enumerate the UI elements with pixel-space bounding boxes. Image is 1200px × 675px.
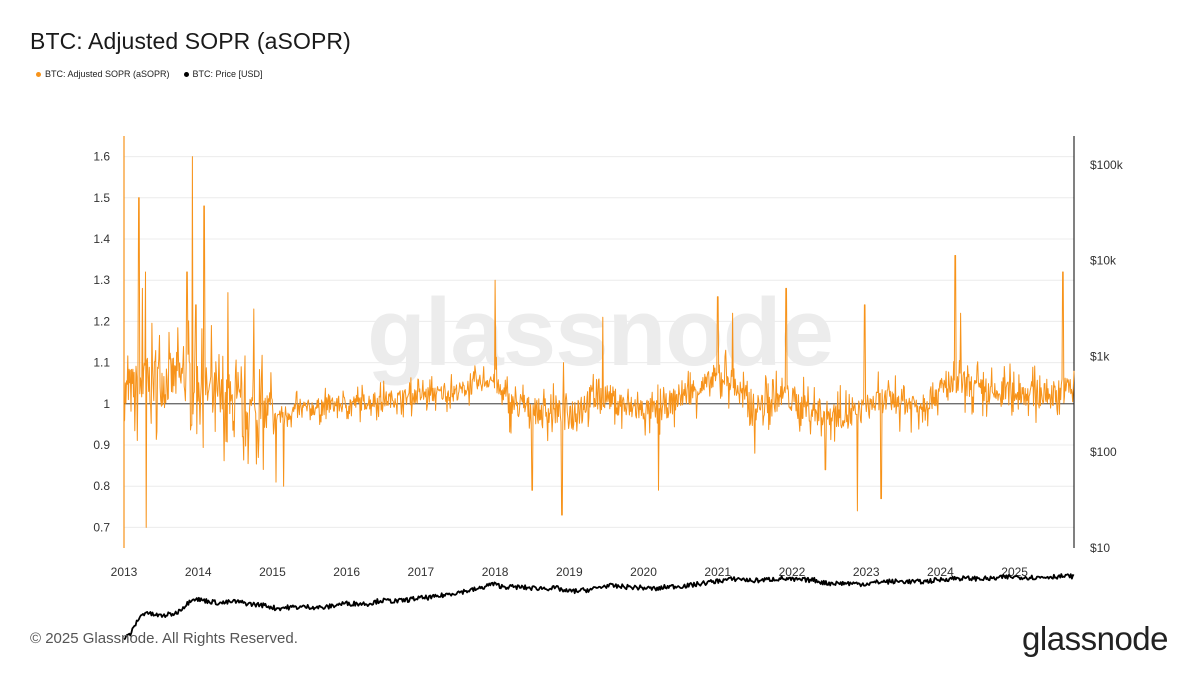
y-left-tick-label: 0.7: [93, 520, 110, 534]
series-asopr-line: [123, 156, 1075, 528]
watermark: glassnode: [367, 279, 833, 386]
y-left-tick-label: 1.1: [93, 356, 110, 370]
y-left-tick-label: 1.4: [93, 232, 110, 246]
y-left-tick-label: 1.3: [93, 273, 110, 287]
x-tick-label: 2018: [482, 565, 509, 579]
y-left-tick-label: 0.9: [93, 438, 110, 452]
x-tick-label: 2015: [259, 565, 286, 579]
x-tick-label: 2017: [408, 565, 435, 579]
y-right-tick-label: $100k: [1090, 158, 1124, 172]
y-left-tick-label: 1.6: [93, 150, 110, 164]
x-tick-label: 2014: [185, 565, 212, 579]
legend-asopr-swatch: [36, 71, 41, 77]
legend-asopr-label: BTC: Adjusted SOPR (aSOPR): [45, 69, 170, 79]
x-tick-label: 2016: [333, 565, 360, 579]
glassnode-logo[interactable]: glassnode: [1022, 620, 1168, 657]
x-tick-label: 2024: [927, 565, 954, 579]
y-left-tick-label: 1.5: [93, 191, 110, 205]
legend-price-swatch: [183, 71, 189, 77]
x-tick-label: 2013: [111, 565, 138, 579]
y-right-tick-label: $10: [1090, 541, 1110, 555]
axes: 0.7 0.8 0.9 1 1.1 1.2 1.3 1.4 1.5 1.6 $10 $100 $1k $1…: [93, 136, 1124, 579]
x-tick-label: 2020: [630, 565, 657, 579]
copyright-text: © 2025 Glassnode. All Rights Reserved.: [30, 630, 298, 647]
legend: BTC: Adjusted SOPR (aSOPR) BTC: Price [U…: [36, 69, 263, 79]
series-price-line: [123, 573, 1075, 641]
x-tick-label: 2022: [779, 565, 806, 579]
legend-price-label: BTC: Price [USD]: [192, 69, 263, 79]
chart-title: BTC: Adjusted SOPR (aSOPR): [30, 28, 351, 54]
x-tick-label: 2021: [704, 565, 731, 579]
legend-item-asopr[interactable]: BTC: Adjusted SOPR (aSOPR): [36, 69, 170, 79]
y-left-tick-label: 1.2: [93, 314, 110, 328]
x-tick-label: 2023: [853, 565, 880, 579]
y-left-tick-label: 1: [103, 397, 110, 411]
y-right-tick-label: $100: [1090, 445, 1117, 459]
series-group: [123, 156, 1075, 641]
y-right-tick-label: $10k: [1090, 254, 1117, 268]
y-right-tick-label: $1k: [1090, 349, 1110, 363]
y-left-tick-label: 0.8: [93, 479, 110, 493]
legend-item-price[interactable]: BTC: Price [USD]: [183, 69, 263, 79]
x-tick-label: 2019: [556, 565, 583, 579]
gridlines: [124, 156, 1074, 528]
